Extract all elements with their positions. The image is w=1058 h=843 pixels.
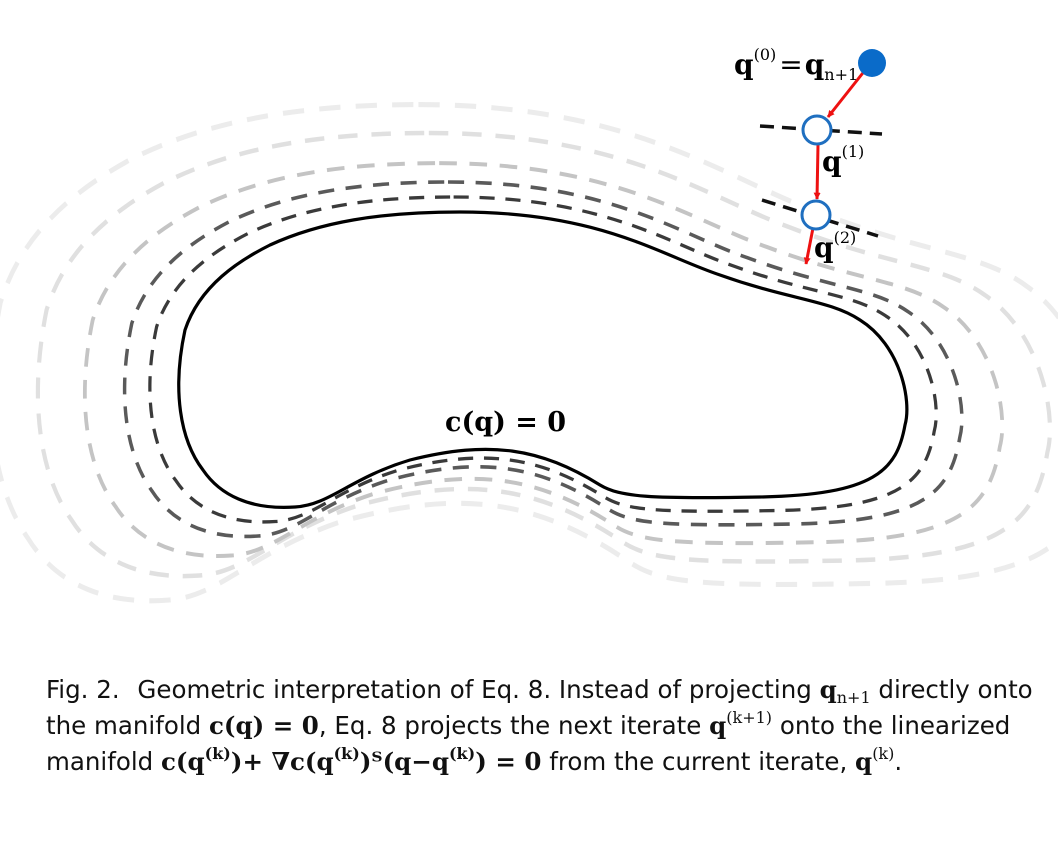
iterate-label-1: q(1) xyxy=(822,142,864,178)
manifold-diagram: q(0) =qn+1 q(1) q(2) c(q) = 0 xyxy=(0,45,1058,650)
projection-arrow-3 xyxy=(803,227,815,265)
tangent-line-1 xyxy=(759,124,883,136)
start-point xyxy=(858,49,886,77)
figure-caption: Fig. 2. Geometric interpretation of Eq. … xyxy=(46,675,1033,777)
manifold-label: c(q) = 0 xyxy=(445,407,566,438)
projection-arrow-1 xyxy=(826,68,868,118)
tangent-line-2 xyxy=(761,198,879,238)
start-label: q(0) =qn+1 xyxy=(734,45,858,84)
caption-text-1: Geometric interpretation of Eq. 8. Inste… xyxy=(137,675,812,704)
projection-arrow-2 xyxy=(813,144,821,200)
caption-manifold: c(q) = 0 xyxy=(208,711,319,740)
caption-label: Fig. 2. xyxy=(46,675,120,704)
caption-linearized: c(q(k))+ ∇c(q(k))ᵀ(q−q(k)) = 0 xyxy=(160,744,542,777)
iterate-point-1 xyxy=(801,114,833,146)
iterate-point-2 xyxy=(800,199,832,231)
iterate-label-2: q(2) xyxy=(814,228,856,264)
offset-contour-3 xyxy=(82,161,1005,559)
offset-contour-5 xyxy=(0,105,1058,601)
